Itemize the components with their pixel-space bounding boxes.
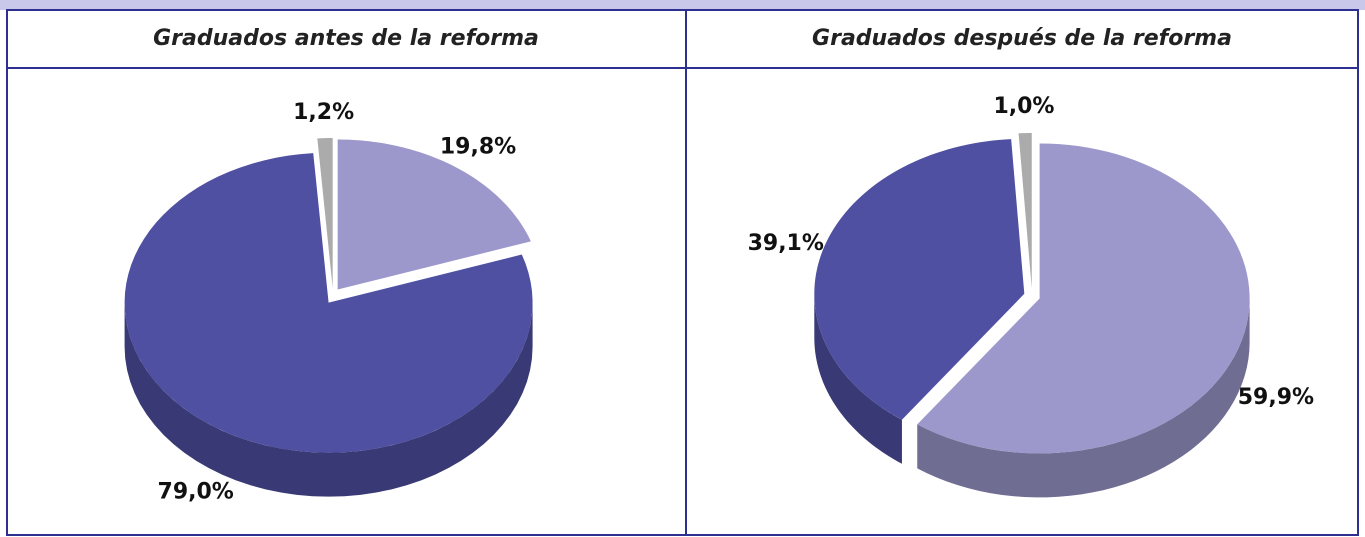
slice [124, 153, 533, 453]
top-band [0, 0, 1365, 10]
slice [317, 138, 333, 289]
slice-side [814, 293, 902, 464]
value-label: 39,1% [748, 231, 824, 256]
chart-title: Graduados antes de la reforma [153, 26, 539, 51]
chart-title: Graduados después de la reforma [812, 26, 1232, 51]
value-label: 1,2% [293, 100, 354, 125]
value-label: 19,8% [440, 134, 516, 159]
slice-side [917, 298, 1250, 498]
slice [917, 143, 1250, 454]
value-label: 59,9% [1238, 385, 1314, 410]
slice [337, 139, 531, 290]
slice [814, 139, 1025, 420]
slice [1018, 133, 1032, 289]
value-label: 1,0% [993, 94, 1054, 119]
slice-side [124, 302, 533, 497]
value-label: 79,0% [158, 480, 234, 505]
